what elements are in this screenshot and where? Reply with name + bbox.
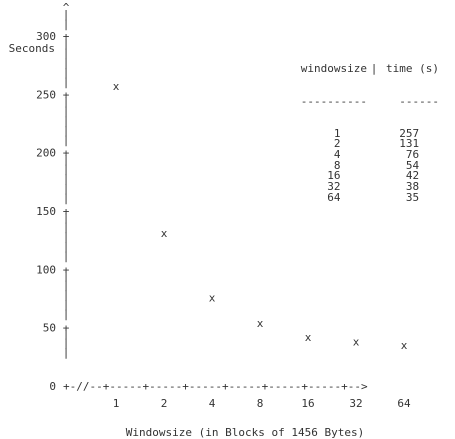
x-tick-label: 16 xyxy=(301,397,314,410)
y-tick-mark: + xyxy=(63,30,70,43)
x-tick-label: 8 xyxy=(257,397,264,410)
table-underline-windowsize: ---------- xyxy=(300,94,367,108)
table-cell-windowsize: 16 xyxy=(327,169,367,183)
data-table: windowsize | time (s) ---------- ------ … xyxy=(287,43,439,214)
y-axis-bar: | xyxy=(63,211,70,224)
x-axis-label: Windowsize (in Blocks of 1456 Bytes) xyxy=(126,426,364,439)
table-header-separator: | xyxy=(370,62,378,76)
data-point: x xyxy=(209,291,216,304)
table-row: 4 76 xyxy=(287,148,439,162)
y-tick-label: 150 xyxy=(36,205,56,218)
y-tick-label: 300 xyxy=(36,30,56,43)
y-axis-bar: | xyxy=(63,124,70,137)
y-axis-bar: | xyxy=(63,76,70,89)
y-axis-bar: | xyxy=(63,114,70,127)
y-tick-label: 50 xyxy=(43,322,56,335)
table-cell-time: 38 xyxy=(405,180,439,194)
y-axis-bar: | xyxy=(63,182,70,195)
y-axis-bar: | xyxy=(63,56,70,69)
y-tick-mark: + xyxy=(63,205,70,218)
table-header-time: time (s) xyxy=(386,62,439,76)
table-underline-time: ------ xyxy=(399,94,439,108)
data-point: x xyxy=(113,80,120,93)
y-tick-label: 100 xyxy=(36,263,56,276)
table-cell-windowsize: 8 xyxy=(333,158,367,172)
y-axis-bar: | xyxy=(63,336,70,349)
data-point: x xyxy=(257,317,264,330)
table-body: 1 257 2 131 4 76 8 54 16 42 32 38 64 35 xyxy=(287,126,439,204)
table-cell-windowsize: 4 xyxy=(333,148,367,162)
y-axis-bar: | xyxy=(63,95,70,108)
y-axis-bar: | xyxy=(63,18,70,31)
y-axis: ^|||||||||||||||||||||||||||||| xyxy=(63,1,70,359)
table-header-windowsize: windowsize xyxy=(300,62,367,76)
table-cell-windowsize: 32 xyxy=(327,180,367,194)
table-row: 8 54 xyxy=(287,158,439,172)
table-cell-time: 35 xyxy=(405,190,439,204)
y-axis-bar: | xyxy=(63,221,70,234)
y-axis-bar: | xyxy=(63,327,70,340)
y-axis-arrow: ^ xyxy=(63,1,70,14)
y-tick-mark: + xyxy=(63,322,70,335)
table-row: 16 42 xyxy=(287,171,439,182)
y-axis-bar: | xyxy=(63,47,70,60)
y-axis-bar: | xyxy=(63,278,70,291)
y-tick-mark: + xyxy=(63,88,70,101)
y-tick-mark: + xyxy=(63,263,70,276)
y-tick-mark: + xyxy=(63,147,70,160)
table-cell-time: 257 xyxy=(399,126,439,140)
data-point: x xyxy=(161,227,168,240)
y-axis-bar: | xyxy=(63,298,70,311)
y-tick-label: 250 xyxy=(36,88,56,101)
table-cell-windowsize: 64 xyxy=(327,190,367,204)
y-axis-bar: | xyxy=(63,153,70,166)
y-axis-label: Seconds xyxy=(9,42,55,55)
table-cell-time: 76 xyxy=(405,148,439,162)
y-axis-bar: | xyxy=(63,230,70,243)
data-points: x x x x x x x xyxy=(113,80,408,352)
y-axis-bar: | xyxy=(63,288,70,301)
y-axis-bar: | xyxy=(63,307,70,320)
x-tick-label: 1 xyxy=(113,397,120,410)
table-row: 32 38 xyxy=(287,180,439,194)
y-axis-bar: | xyxy=(63,8,70,21)
data-point: x xyxy=(401,339,408,352)
y-axis-bar: | xyxy=(63,269,70,282)
table-row: 2 131 xyxy=(287,137,439,151)
x-tick-label: 32 xyxy=(349,397,362,410)
x-axis-line: +-//--+-----+-----+-----+-----+-----+---… xyxy=(63,380,368,393)
table-row: 64 35 xyxy=(287,190,439,204)
x-tick-labels: 1 2 4 8 16 32 64 xyxy=(113,397,411,410)
y-axis-bar: | xyxy=(63,105,70,118)
y-axis-bar: | xyxy=(63,134,70,147)
y-axis-bar: | xyxy=(63,240,70,253)
y-tick-label: 0 xyxy=(49,380,56,393)
table-cell-time: 131 xyxy=(399,137,439,151)
y-axis-bar: | xyxy=(63,163,70,176)
y-axis-bar: | xyxy=(63,66,70,79)
y-axis-bar: | xyxy=(63,346,70,359)
y-axis-bar: | xyxy=(63,192,70,205)
y-axis-bar: | xyxy=(63,37,70,50)
x-tick-label: 4 xyxy=(209,397,216,410)
y-tick-labels: 0 50 +100 +150 +200 +250 +300 + xyxy=(36,30,70,393)
x-tick-label: 64 xyxy=(397,397,411,410)
table-row: 1 257 xyxy=(287,126,439,140)
table-cell-windowsize: 1 xyxy=(333,126,367,140)
data-point: x xyxy=(353,336,360,349)
table-underline-row: ---------- ------ xyxy=(287,94,439,108)
table-cell-windowsize: 2 xyxy=(333,137,367,151)
table-cell-time: 54 xyxy=(405,158,439,172)
data-point: x xyxy=(305,331,312,344)
y-axis-bar: | xyxy=(63,250,70,263)
y-axis-bar: | xyxy=(63,172,70,185)
table-header-row: windowsize | time (s) xyxy=(287,64,439,75)
x-tick-label: 2 xyxy=(161,397,168,410)
table-cell-time: 42 xyxy=(405,169,439,183)
y-tick-label: 200 xyxy=(36,147,56,160)
